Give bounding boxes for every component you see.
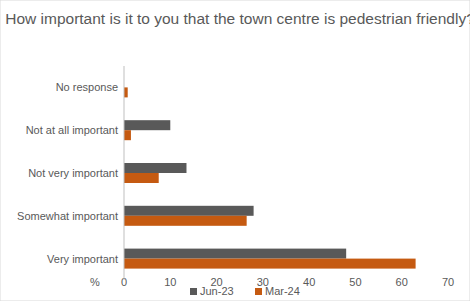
bar [124,163,186,173]
bar [124,259,416,269]
tick-label: 60 [396,276,408,288]
tick-label: 70 [442,276,454,288]
bar [124,216,247,226]
category-label: Somewhat important [17,210,118,222]
title: How important is it to you that the town… [5,10,470,27]
legend-swatch [255,288,262,295]
chart: How important is it to you that the town… [0,0,470,301]
bar [124,173,159,183]
bar [124,206,254,216]
legend-swatch [190,288,197,295]
bar [124,249,346,259]
legend-label: Jun-23 [200,285,234,297]
tick-label: 10 [164,276,176,288]
bar [124,130,131,140]
category-label: Very important [47,253,118,265]
axis-label: % [90,276,100,288]
bars [124,87,416,268]
legend-label: Mar-24 [265,285,300,297]
category-label: No response [56,81,118,93]
category-label: Not very important [28,167,118,179]
axis-line [124,66,125,280]
tick-label: 40 [303,276,315,288]
bar [124,87,128,97]
background [0,0,470,301]
bar [124,120,170,130]
tick-label: 50 [349,276,361,288]
category-label: Not at all important [26,124,118,136]
